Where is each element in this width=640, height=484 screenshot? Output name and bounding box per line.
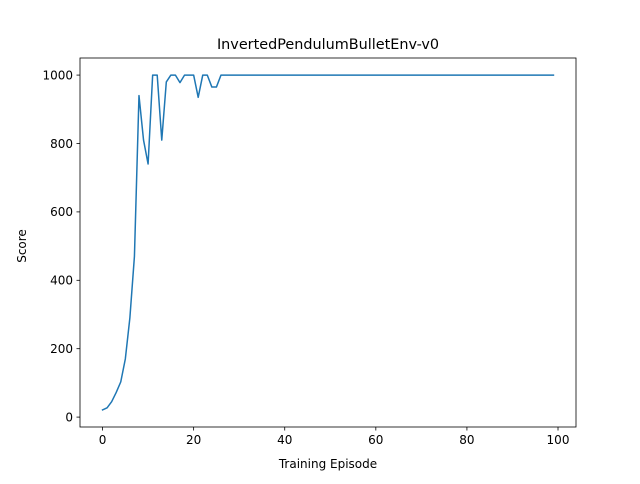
- axes-frame: [79, 57, 577, 428]
- y-tick-label: 800: [50, 137, 73, 151]
- x-tick-label: 80: [459, 433, 474, 447]
- y-tick-label: 200: [50, 342, 73, 356]
- y-tick-label: 600: [50, 205, 73, 219]
- series-line-0: [101, 74, 555, 411]
- chart-title: InvertedPendulumBulletEnv-v0: [217, 37, 439, 53]
- x-tick-label: 20: [186, 433, 201, 447]
- x-axis-label: Training Episode: [278, 457, 377, 471]
- y-tick-label: 0: [65, 410, 73, 424]
- x-tick-label: 40: [277, 433, 292, 447]
- x-tick-label: 60: [368, 433, 383, 447]
- plot-area: [101, 74, 555, 411]
- x-tick-label: 0: [99, 433, 107, 447]
- y-axis-label: Score: [15, 229, 29, 263]
- y-tick-label: 400: [50, 274, 73, 288]
- x-tick-label: 100: [547, 433, 570, 447]
- y-tick-label: 1000: [42, 68, 73, 82]
